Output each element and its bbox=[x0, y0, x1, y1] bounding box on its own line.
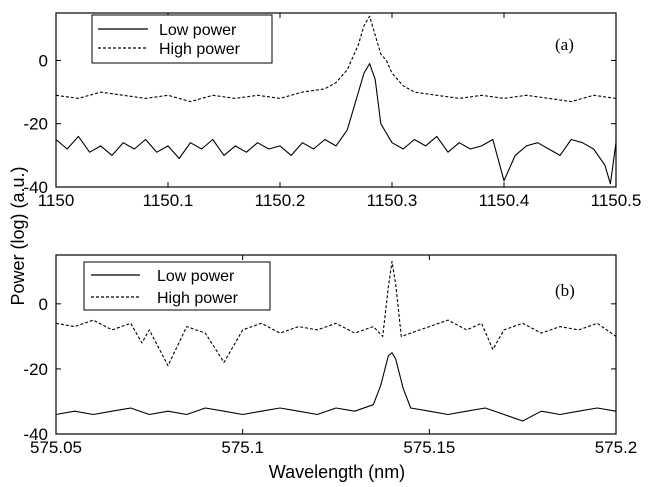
panel-b-legend-low-label: Low power bbox=[157, 268, 235, 285]
panel-b-legend-box bbox=[83, 261, 271, 311]
panel-a-legend-box bbox=[91, 14, 273, 64]
panel-a-axes-frame bbox=[55, 12, 617, 188]
panel-a-legend: Low power High power bbox=[91, 14, 273, 64]
panel-b-series-layer bbox=[55, 260, 617, 422]
x-axis-title: Wavelength (nm) bbox=[269, 462, 405, 482]
panel-b-x-tick-label: 575.2 bbox=[595, 438, 638, 457]
panel-a-x-tick-label: 1150 bbox=[38, 191, 75, 210]
panel-a-low-power-line bbox=[55, 63, 617, 185]
panel-b-legend: Low power High power bbox=[83, 261, 271, 311]
panel-a-x-tick-label: 1150.2 bbox=[255, 191, 306, 210]
panel-b-x-tick-label: 575.05 bbox=[30, 438, 82, 457]
panel-b-low-power-line bbox=[55, 352, 617, 422]
panel-b-x-tick-label: 575.15 bbox=[403, 438, 455, 457]
panel-a-x-tick-label: 1150.1 bbox=[143, 191, 194, 210]
panel-a-y-tick-label: -40 bbox=[23, 178, 48, 197]
panel-b-axes-frame bbox=[55, 254, 617, 435]
panel-a: 1150 1150.1 1150.2 1150.3 1150.4 1150.5 -40 -20… bbox=[23, 12, 641, 210]
panel-a-series-layer bbox=[55, 15, 617, 185]
panel-a-legend-high-label: High power bbox=[159, 41, 241, 58]
panel-a-high-power-line bbox=[55, 15, 617, 103]
panel-a-legend-low-label: Low power bbox=[159, 22, 237, 39]
panel-b-high-power-line bbox=[55, 260, 617, 367]
panel-b-legend-high-label: High power bbox=[157, 290, 239, 307]
panel-b-y-tick-label: 0 bbox=[39, 295, 48, 314]
panel-b-ticks: 575.05 575.1 575.15 575.2 -40 -20 0 bbox=[23, 255, 637, 457]
panel-a-y-tick-label: 0 bbox=[39, 51, 48, 70]
panel-a-tag: (a) bbox=[555, 35, 574, 54]
panel-b-x-tick-label: 575.1 bbox=[221, 438, 264, 457]
panel-a-x-tick-label: 1150.5 bbox=[591, 191, 642, 210]
panel-a-x-tick-label: 1150.4 bbox=[479, 191, 530, 210]
panel-b-y-tick-label: -40 bbox=[23, 425, 48, 444]
panel-a-ticks: 1150 1150.1 1150.2 1150.3 1150.4 1150.5 -40 -20… bbox=[23, 13, 641, 210]
panel-b-y-tick-label: -20 bbox=[23, 360, 48, 379]
panel-b: 575.05 575.1 575.15 575.2 -40 -20 0 Low power … bbox=[23, 254, 637, 457]
panel-b-tag: (b) bbox=[555, 281, 575, 300]
y-axis-title: Power (log) (a.u.) bbox=[8, 166, 28, 305]
panel-a-y-tick-label: -20 bbox=[23, 115, 48, 134]
panel-a-x-tick-label: 1150.3 bbox=[367, 191, 418, 210]
